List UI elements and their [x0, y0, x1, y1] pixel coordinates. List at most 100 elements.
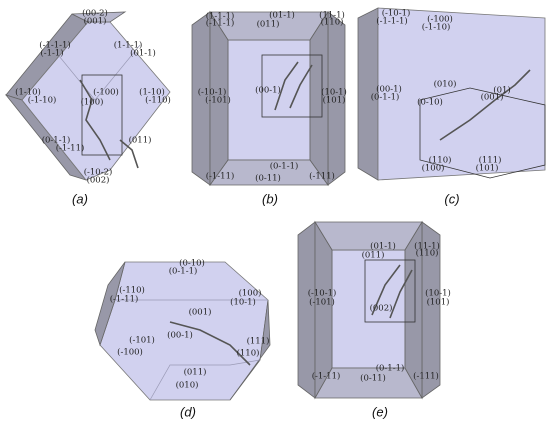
face-index: (111) [247, 336, 270, 347]
molecule [439, 69, 531, 141]
face-index: (100) [239, 288, 262, 299]
face-index: (-10-1) [382, 8, 411, 19]
face-index: (-1-11) [110, 294, 139, 305]
face-index: (001) [189, 307, 212, 318]
face-index: (011) [257, 19, 280, 30]
face-index: (-11-1) [206, 18, 235, 29]
face-index: (011) [362, 250, 385, 261]
crystal-d [94, 261, 271, 401]
molecule [169, 321, 251, 366]
face-index: (-1-1) [40, 48, 63, 59]
unit-cell [261, 54, 323, 118]
face-index: (00-1) [167, 330, 193, 341]
face-index: (010) [176, 380, 199, 391]
face-index: (-1-10) [422, 22, 451, 33]
crystal-e [297, 220, 441, 400]
face-index: (-111) [413, 371, 439, 382]
face-index: (101) [476, 163, 499, 174]
face-index: (1-10) [139, 87, 165, 98]
face-index: (00-2) [82, 8, 108, 19]
face-index: (-1-11) [312, 371, 341, 382]
unit-cell [419, 87, 546, 179]
face-index: (-100) [427, 14, 453, 25]
facet [227, 39, 311, 161]
face-index: (100) [81, 97, 104, 108]
face-index: (00-1) [376, 84, 402, 95]
face-index: (-101) [129, 335, 155, 346]
face-index: (10-1) [425, 288, 451, 299]
facet [209, 10, 229, 187]
face-index: (-101) [205, 95, 231, 106]
face-index: (002) [370, 303, 393, 314]
face-index: (011) [129, 135, 152, 146]
molecule [274, 61, 313, 111]
face-index: (0-1-1) [42, 135, 71, 146]
face-index: (-110) [119, 285, 145, 296]
face-index: (11-1) [414, 241, 440, 252]
facet [377, 7, 546, 181]
panel-label: (e) [372, 404, 388, 419]
face-index: (0-1-1) [270, 161, 299, 172]
face-index: (0-11) [360, 373, 386, 384]
face-index: (010) [434, 79, 457, 90]
face-index: (110) [416, 248, 439, 259]
unit-cell [364, 259, 416, 323]
face-index: (-10-2) [84, 167, 113, 178]
molecule [79, 79, 139, 169]
face-index: (002) [87, 175, 110, 186]
face-index: (1-1-1) [114, 40, 143, 51]
face-index: (111) [479, 155, 502, 166]
face-index: (001) [84, 16, 107, 27]
edge [149, 359, 261, 401]
face-index: (-100) [93, 87, 119, 98]
face-index: (0-10) [417, 97, 443, 108]
labels: (a)(00-2)(001)(-1-1-1)(-1-1)(1-1-1)(01-1… [15, 8, 511, 420]
molecule [371, 264, 413, 319]
face-index: (100) [422, 163, 445, 174]
facet [314, 220, 333, 400]
face-index: (-110) [145, 95, 171, 106]
face-index: (-111) [309, 171, 335, 182]
panel-label: (b) [262, 191, 278, 206]
facet [314, 221, 423, 251]
panel-label: (a) [72, 191, 88, 206]
unit-cell [81, 74, 123, 156]
crystal-c [357, 7, 546, 181]
face-index: (101) [427, 297, 450, 308]
face-index: (0-1-1) [169, 266, 198, 277]
face-index: (110) [237, 348, 260, 359]
face-index: (0-11) [255, 173, 281, 184]
face-index: (101) [323, 95, 346, 106]
facet [404, 220, 423, 400]
face-index: (-1-11) [56, 143, 85, 154]
crystal-a [4, 11, 171, 181]
panel-label: (c) [444, 191, 459, 206]
face-index: (1-10) [15, 87, 41, 98]
face-index: (1-1-1) [206, 11, 235, 22]
face-index: (11-1) [319, 10, 345, 21]
panel-label: (d) [180, 404, 196, 419]
face-index: (110) [429, 155, 452, 166]
facet [94, 261, 126, 347]
crystal-b [191, 10, 346, 187]
edge [49, 44, 141, 101]
face-index: (001) [481, 92, 504, 103]
face-index: (110) [321, 17, 344, 28]
face-index: (01-1) [370, 241, 396, 252]
face-index: (01-1) [269, 10, 295, 21]
face-index: (10-1) [230, 297, 256, 308]
face-index: (10-1) [321, 87, 347, 98]
face-index: (-1-10) [28, 95, 57, 106]
face-index: (-101) [309, 297, 335, 308]
face-index: (011) [184, 367, 207, 378]
face-index: (-1-1-1) [376, 16, 407, 27]
face-index: (01) [493, 85, 510, 96]
face-index: (-10-1) [308, 288, 337, 299]
face-index: (01-1) [130, 48, 156, 59]
face-index: (-1-1-1) [39, 40, 70, 51]
face-index: (00-1) [255, 85, 281, 96]
face-index: (0-1-1) [371, 92, 400, 103]
face-index: (0-10) [179, 258, 205, 269]
face-index: (-100) [117, 347, 143, 358]
